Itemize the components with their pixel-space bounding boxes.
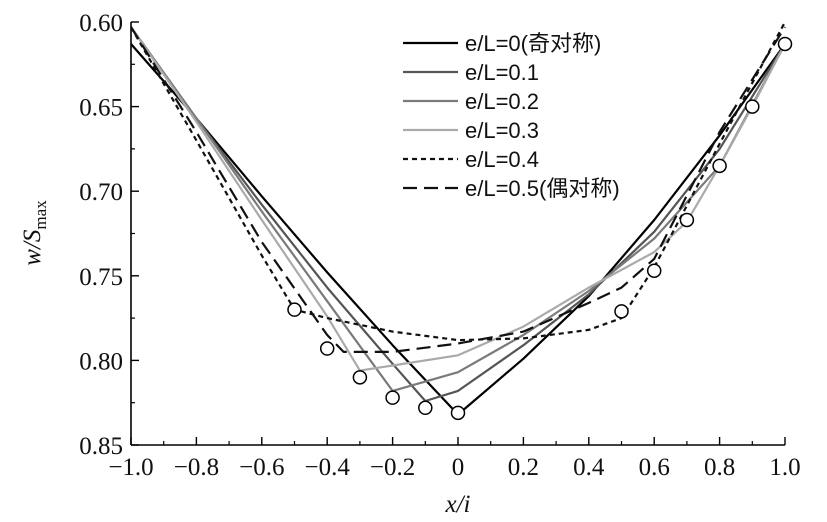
y-axis-label-main: w/S bbox=[19, 229, 46, 266]
legend: e/L=0(奇对称) e/L=0.1 e/L=0.2 e/L=0.3 e/L=0.4 e/… bbox=[403, 31, 620, 201]
x-tick-label: −0.2 bbox=[370, 454, 415, 481]
x-tick-label: −0.4 bbox=[305, 454, 351, 481]
x-tick-label: 1.0 bbox=[769, 454, 800, 481]
series-line-2 bbox=[130, 26, 786, 392]
y-tick-label: 0.60 bbox=[79, 10, 123, 37]
x-tick-label: 0 bbox=[452, 454, 465, 481]
data-point-marker bbox=[352, 370, 368, 385]
data-point-marker bbox=[679, 212, 695, 228]
data-point-marker bbox=[319, 341, 335, 356]
data-point-marker bbox=[745, 99, 760, 114]
data-point-marker bbox=[777, 36, 793, 52]
legend-label-4: e/L=0.4 bbox=[465, 147, 539, 172]
x-tick-label: 0.2 bbox=[508, 454, 539, 481]
axis-labels: x/i w/Smax bbox=[19, 200, 471, 518]
y-tick-label: 0.65 bbox=[79, 95, 123, 122]
markers-group bbox=[287, 36, 793, 421]
legend-label-3: e/L=0.3 bbox=[465, 118, 539, 143]
series-line-0 bbox=[130, 43, 786, 416]
y-tick-label: 0.85 bbox=[79, 433, 123, 460]
x-tick-label: −0.8 bbox=[174, 454, 219, 481]
x-tick-label: 0.8 bbox=[704, 454, 735, 481]
y-tick-label: 0.80 bbox=[79, 348, 123, 375]
y-tick-label: 0.70 bbox=[79, 179, 123, 206]
series-group bbox=[130, 21, 786, 416]
data-point-marker bbox=[450, 405, 466, 421]
legend-label-1: e/L=0.1 bbox=[465, 60, 539, 85]
data-point-marker bbox=[646, 263, 662, 278]
legend-label-0: e/L=0(奇对称) bbox=[465, 31, 601, 56]
data-point-marker bbox=[712, 158, 727, 174]
x-tick-label: −0.6 bbox=[239, 454, 284, 481]
data-point-marker bbox=[614, 304, 629, 319]
series-line-4 bbox=[130, 21, 786, 342]
x-tick-label: −1.0 bbox=[108, 454, 153, 481]
legend-label-5: e/L=0.5(偶对称) bbox=[465, 176, 620, 201]
series-line-5 bbox=[130, 26, 786, 353]
axes: −1.0 −0.8 −0.6 −0.4 −0.2 0 0.2 0.4 0.6 0.8 1.0 0.60… bbox=[79, 10, 800, 481]
data-point-marker bbox=[287, 302, 302, 317]
data-point-marker bbox=[385, 390, 400, 405]
x-axis-label: x/i bbox=[445, 491, 471, 518]
y-axis-label-sub: max bbox=[31, 200, 50, 230]
legend-label-2: e/L=0.2 bbox=[465, 89, 539, 114]
series-line-3 bbox=[130, 26, 786, 372]
y-tick-label: 0.75 bbox=[79, 264, 123, 291]
series-line-1 bbox=[130, 26, 786, 403]
y-axis-label: w/Smax bbox=[19, 200, 50, 266]
data-point-marker bbox=[418, 400, 433, 416]
x-tick-label: 0.4 bbox=[573, 454, 605, 481]
x-tick-label: 0.6 bbox=[639, 454, 670, 481]
